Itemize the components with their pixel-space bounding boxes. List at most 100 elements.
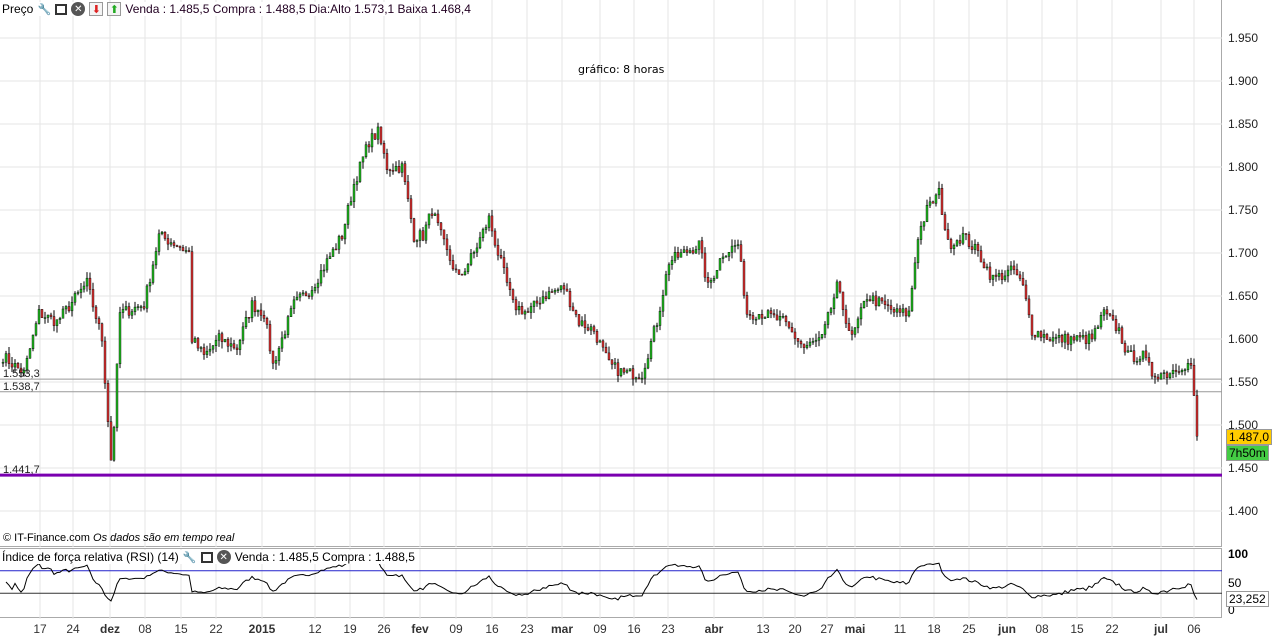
candle-body <box>1069 336 1073 345</box>
candle-body <box>925 204 929 223</box>
candle-body <box>463 271 467 276</box>
candle-body <box>91 289 95 308</box>
candle-body <box>739 244 743 262</box>
window-icon[interactable] <box>55 3 68 15</box>
candle-body <box>763 317 767 319</box>
candle-body <box>832 297 836 309</box>
candle-body <box>544 296 548 299</box>
candle-body <box>931 201 935 204</box>
time-tick-label: 11 <box>893 622 907 636</box>
candle-body <box>223 339 227 342</box>
candle-body <box>994 274 998 277</box>
candle-body <box>262 315 266 319</box>
candle-body <box>664 274 668 296</box>
candle-body <box>439 222 443 231</box>
candle-body <box>805 345 809 348</box>
candle-body <box>142 306 146 309</box>
candle-body <box>1114 319 1118 331</box>
candle-body <box>67 306 71 312</box>
candle-body <box>241 326 245 341</box>
candle-body <box>652 326 656 342</box>
candle-body <box>1081 335 1085 338</box>
candle-body <box>475 247 479 253</box>
candle-body <box>169 242 173 245</box>
candle-body <box>766 310 770 318</box>
candle-body <box>406 181 410 200</box>
candle-body <box>622 368 626 373</box>
candle-body <box>271 350 275 364</box>
candle-body <box>715 270 719 279</box>
candle-body <box>85 277 89 287</box>
candle-body <box>562 285 566 290</box>
rsi-tick-label: 50 <box>1228 576 1242 590</box>
candle-body <box>733 245 737 247</box>
candle-body <box>1192 364 1196 396</box>
close-icon[interactable]: ✕ <box>71 2 86 16</box>
candle-body <box>454 268 458 271</box>
candle-body <box>1168 373 1172 378</box>
wrench-icon[interactable]: 🔧 <box>182 551 197 564</box>
candle-body <box>409 198 413 219</box>
candle-body <box>400 163 404 173</box>
candle-body <box>898 308 902 313</box>
candle-body <box>298 293 302 298</box>
candle-body <box>205 350 209 355</box>
candle-body <box>61 308 65 319</box>
candle-body <box>526 311 530 313</box>
move-up-icon[interactable]: ⬆ <box>107 2 122 16</box>
candle-body <box>31 334 35 350</box>
rsi-panel[interactable]: Índice de força relativa (RSI) (14) 🔧 ✕ … <box>0 548 1222 619</box>
candle-body <box>1138 358 1142 362</box>
candle-body <box>367 144 371 148</box>
candle-body <box>238 340 242 350</box>
candle-body <box>529 306 533 313</box>
candle-body <box>1150 361 1154 377</box>
candle-body <box>508 282 512 290</box>
candle-body <box>1024 284 1028 300</box>
candle-body <box>586 327 590 331</box>
candle-body <box>829 308 833 313</box>
candle-body <box>1027 298 1031 316</box>
candle-body <box>70 302 74 312</box>
candle-body <box>319 270 323 284</box>
candle-body <box>883 300 887 305</box>
move-down-icon[interactable]: ⬇ <box>89 2 104 16</box>
candle-body <box>235 347 239 350</box>
candle-body <box>541 296 545 304</box>
candle-body <box>1117 327 1121 331</box>
candle-body <box>952 245 956 249</box>
price-tick-label: 1.650 <box>1228 289 1259 303</box>
close-icon[interactable]: ✕ <box>216 550 231 564</box>
candle-body <box>94 306 98 319</box>
candle-body <box>58 318 62 320</box>
candle-body <box>418 230 422 241</box>
candle-body <box>355 181 359 185</box>
candle-body <box>397 166 401 173</box>
candle-body <box>187 250 191 252</box>
candle-body <box>817 337 821 341</box>
candle-body <box>247 317 251 319</box>
candle-body <box>568 291 572 308</box>
window-icon[interactable] <box>200 551 213 563</box>
candle-body <box>208 348 212 352</box>
wrench-icon[interactable]: 🔧 <box>37 3 52 16</box>
candle-body <box>538 302 542 305</box>
candle-body <box>352 184 356 202</box>
price-tick-label: 1.750 <box>1228 203 1259 217</box>
time-tick-label: 27 <box>820 622 834 636</box>
candle-body <box>181 247 185 251</box>
candle-body <box>370 133 374 148</box>
candle-body <box>121 309 125 313</box>
candle-body <box>1021 278 1025 286</box>
candle-body <box>28 348 32 359</box>
candle-body <box>160 231 164 235</box>
price-tick-label: 1.550 <box>1228 375 1259 389</box>
time-tick-label: 16 <box>485 622 499 636</box>
time-tick-label: 23 <box>661 622 675 636</box>
candle-body <box>913 262 917 289</box>
time-tick-label: 20 <box>788 622 802 636</box>
candle-body <box>1186 363 1190 370</box>
candle-body <box>19 367 23 374</box>
candle-body <box>1075 335 1079 341</box>
price-chart[interactable]: Preço 🔧 ✕ ⬇ ⬆ Venda : 1.485,5 Compra : 1… <box>0 0 1222 547</box>
